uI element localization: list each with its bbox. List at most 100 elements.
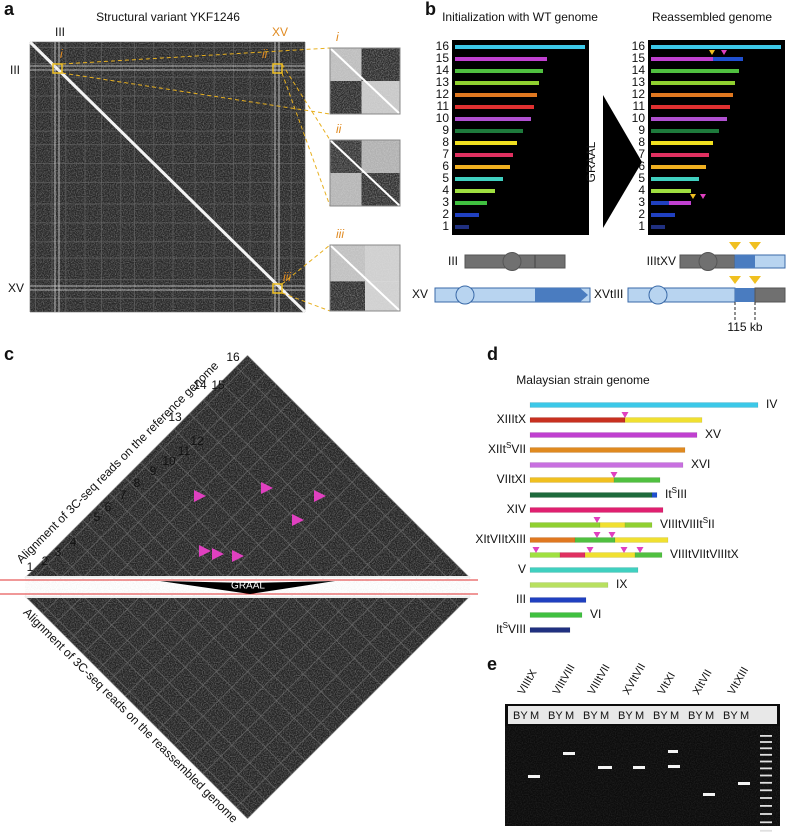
tick-label: 13 <box>168 410 182 424</box>
chromosome-bar <box>651 141 713 145</box>
row-number: 16 <box>632 39 646 53</box>
chromosome-label: IX <box>616 577 627 591</box>
tick-label: 14 <box>193 378 207 392</box>
chromosome-bar <box>529 477 615 483</box>
label-part: VII <box>511 442 526 456</box>
map-boundary <box>202 399 382 579</box>
zoom-label: i <box>60 47 63 61</box>
row-number: 9 <box>442 123 449 137</box>
chromosome-bar <box>599 522 626 528</box>
row-number: 10 <box>632 111 646 125</box>
chromosome-bar <box>651 225 665 229</box>
row-number: 14 <box>436 63 450 77</box>
chromosome-bar <box>651 45 781 49</box>
chromosome-bar <box>651 117 727 121</box>
gel-band <box>668 765 680 768</box>
map-boundary <box>140 595 306 762</box>
map-boundary <box>140 412 306 579</box>
lane-label: XItVII <box>691 668 715 697</box>
map-boundary <box>33 595 253 815</box>
gel-band <box>738 782 750 785</box>
chromosome-bar <box>529 492 653 498</box>
map-boundary <box>82 595 277 790</box>
label-part: VIIItVIIIt <box>660 517 703 531</box>
zoom-connector <box>281 244 331 285</box>
lane-label: VItXI <box>656 670 678 697</box>
inset-diagonal <box>329 244 401 312</box>
panel-letter: b <box>425 0 436 19</box>
chromosome-bar <box>651 177 699 181</box>
tick-label: 5 <box>94 510 101 524</box>
label-sup: S <box>503 621 508 630</box>
chromosome-bar <box>651 57 713 61</box>
lane-label: VItXIII <box>726 665 751 697</box>
tick-label: 4 <box>70 535 77 549</box>
ladder-band <box>760 781 772 784</box>
zoom-box <box>52 63 63 74</box>
lane-label: VIItVIII <box>551 662 578 697</box>
chromosome-bar <box>713 57 743 61</box>
map-boundary <box>220 595 417 793</box>
inset-frame <box>329 47 401 115</box>
chromosome-bar <box>529 552 561 558</box>
tick-label: 15 <box>211 378 225 392</box>
rearrangement-marker <box>194 490 206 502</box>
ladder-band <box>760 805 772 807</box>
row-number: 2 <box>638 207 645 221</box>
chromosome-bar <box>529 612 583 618</box>
map-boundary <box>69 533 115 579</box>
chromosome-label: XV <box>412 287 428 301</box>
chromosome-bar <box>529 447 686 453</box>
chromosome-bar <box>529 627 571 633</box>
zoom-connector <box>61 72 331 115</box>
texture <box>505 726 780 826</box>
chromosome-bar <box>651 189 691 193</box>
label-part: It <box>496 622 503 636</box>
chromosome-bar <box>651 201 669 205</box>
map-boundary <box>380 595 426 641</box>
label-part: VIII <box>508 622 526 636</box>
chromosome-bar <box>651 213 675 217</box>
inset-label: i <box>336 30 339 44</box>
row-number: 1 <box>638 219 645 233</box>
tick-label: 12 <box>190 434 204 448</box>
well-label: M <box>530 710 539 722</box>
well-label: BY <box>583 710 598 722</box>
chromosome-label: XV <box>8 281 24 295</box>
chromosome-bar <box>529 432 698 438</box>
map-boundary <box>416 550 444 579</box>
map-boundary <box>247 355 471 579</box>
well-label: BY <box>653 710 668 722</box>
breakpoint-marker <box>636 547 644 553</box>
panel-title: Initialization with WT genome <box>442 10 598 24</box>
map-boundary <box>53 595 84 626</box>
ladder-band <box>760 767 772 770</box>
breakpoint-marker <box>749 242 761 250</box>
label-part: II <box>708 517 715 531</box>
panel-title: Reassembled genome <box>652 10 772 24</box>
lane-label: VIIItVII <box>586 662 613 697</box>
gel-band <box>703 793 715 796</box>
row-number: 13 <box>632 75 646 89</box>
chromosome-bar <box>651 165 706 169</box>
tick-label: 9 <box>150 464 157 478</box>
well-label: M <box>635 710 644 722</box>
panel-title: Malaysian strain genome <box>516 373 650 387</box>
chromosome-bar <box>455 81 539 85</box>
map-boundary <box>380 533 426 579</box>
tick-label: 6 <box>105 500 112 514</box>
gel-band <box>598 766 612 769</box>
row-number: 7 <box>638 147 645 161</box>
chromosome-bar <box>455 225 469 229</box>
map-boundary <box>24 595 248 819</box>
map-boundary <box>109 595 195 681</box>
ladder-band <box>760 829 772 832</box>
chromosome-label: III <box>55 25 65 39</box>
map-boundary <box>69 595 115 641</box>
well-label: BY <box>688 710 703 722</box>
map-boundary <box>109 493 195 579</box>
chromosome-bar <box>651 105 730 109</box>
ladder-band <box>760 797 772 799</box>
chromosome-label: ItSVIII <box>496 621 526 637</box>
chromosome-bar <box>455 201 487 205</box>
